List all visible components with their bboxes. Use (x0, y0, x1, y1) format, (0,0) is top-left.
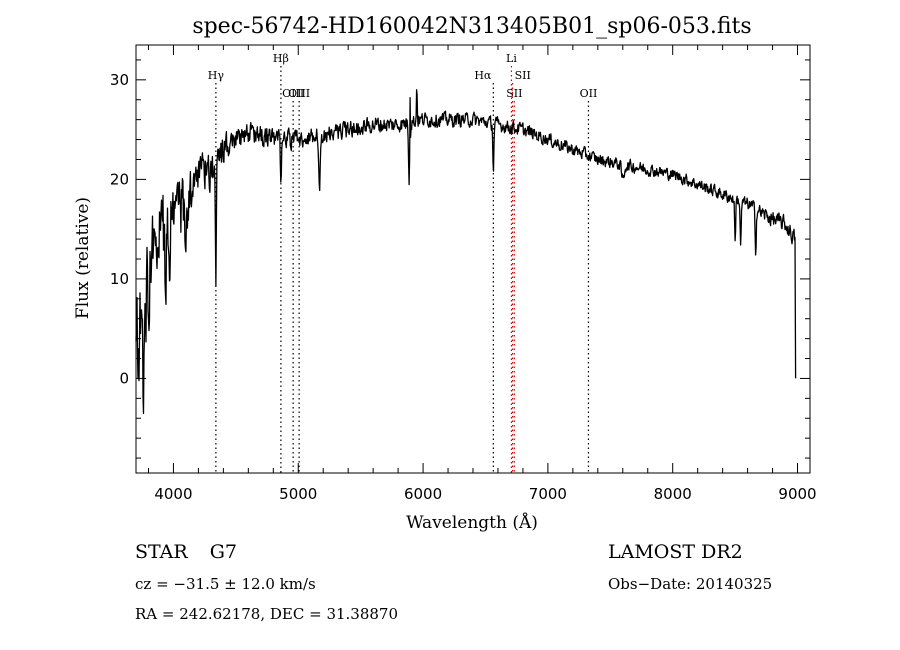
axes: 4000 5000 6000 7000 8000 9000 0 10 20 30 (110, 45, 817, 503)
y-tick-label: 30 (110, 71, 129, 89)
line-marker-label: OIII (288, 87, 310, 100)
spectrum-series-line (135, 89, 797, 415)
plot-frame (135, 44, 811, 474)
x-tick-label: 7000 (529, 485, 567, 503)
line-marker-label: Hα (474, 69, 492, 82)
coordinates: RA = 242.62178, DEC = 31.38870 (135, 605, 399, 623)
line-marker-label: SII (515, 69, 531, 82)
x-tick-label: 5000 (279, 485, 317, 503)
x-axis-label: Wavelength (Å) (406, 512, 538, 533)
spectrum-layer (135, 89, 797, 415)
spectral-subclass: G7 (209, 541, 237, 563)
y-tick-label: 10 (110, 270, 129, 288)
y-tick-label: 20 (110, 170, 129, 188)
line-marker-label: OII (580, 87, 598, 100)
y-tick-label: 0 (119, 369, 129, 387)
x-tick-label: 4000 (154, 485, 192, 503)
chart-title: spec-56742-HD160042N313405B01_sp06-053.f… (192, 14, 751, 39)
survey-name: LAMOST DR2 (608, 541, 743, 563)
x-tick-label: 6000 (404, 485, 442, 503)
x-tick-label: 8000 (654, 485, 692, 503)
line-marker-label: SII (506, 87, 522, 100)
observation-date: Obs−Date: 20140325 (608, 575, 773, 593)
object-classification: STAR G7 (135, 541, 237, 563)
line-marker-label: Hγ (208, 69, 225, 82)
line-marker-label: Li (506, 52, 517, 65)
x-tick-label: 9000 (778, 485, 816, 503)
y-axis-label: Flux (relative) (73, 197, 93, 319)
redshift-value: cz = −31.5 ± 12.0 km/s (135, 575, 316, 593)
line-marker-label: OIII (282, 87, 304, 100)
object-type: STAR (135, 541, 188, 563)
line-marker-label: Hβ (273, 52, 289, 65)
